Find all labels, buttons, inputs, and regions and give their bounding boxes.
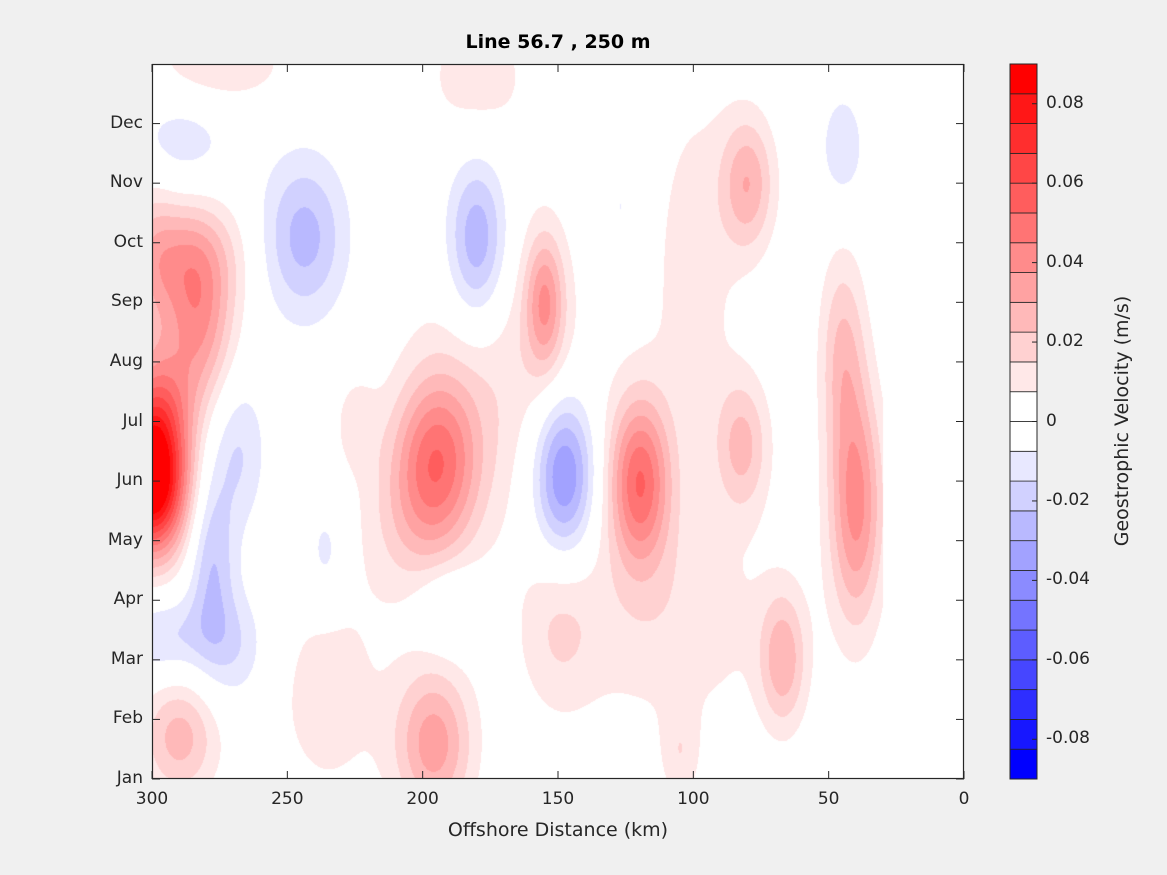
- colorbar-tick-label: 0.04: [1046, 251, 1084, 272]
- colorbar-cell: [1009, 450, 1038, 482]
- x-tick-label: 300: [135, 789, 169, 809]
- contour-field: [152, 64, 964, 779]
- colorbar-cell: [1009, 361, 1038, 393]
- colorbar-ticks: [1032, 103, 1037, 740]
- colorbar-tick-label: 0: [1046, 410, 1057, 431]
- colorbar-tick-label: -0.02: [1046, 489, 1090, 510]
- y-tick-label: Nov: [109, 172, 143, 193]
- colorbar-cell: [1009, 301, 1038, 333]
- colorbar-tick-label: 0.06: [1046, 172, 1084, 193]
- colorbar-cell: [1009, 182, 1038, 214]
- colorbar-cell: [1009, 689, 1038, 720]
- x-axis-label: Offshore Distance (km): [447, 819, 669, 841]
- x-tick-label: 100: [677, 789, 710, 809]
- axes-box: [151, 63, 965, 780]
- colorbar-cell: [1009, 748, 1038, 780]
- y-tick-label: Aug: [109, 350, 143, 371]
- colorbar-tick-label: 0.02: [1046, 331, 1084, 352]
- colorbar-cell: [1009, 331, 1038, 363]
- colorbar-cell: [1009, 93, 1038, 124]
- x-tick-label: 0: [958, 789, 970, 809]
- colorbar-cell: [1009, 242, 1038, 273]
- colorbar-cell: [1009, 421, 1038, 452]
- colorbar-cell: [1009, 510, 1038, 542]
- y-tick-label: Dec: [110, 112, 143, 133]
- y-tick-label: Jul: [122, 410, 143, 431]
- colorbar-cell: [1009, 212, 1038, 244]
- y-tick-label: May: [107, 529, 143, 550]
- colorbar-cell: [1009, 63, 1038, 95]
- y-tick-label: Oct: [113, 231, 143, 252]
- y-tick-label: Sep: [110, 291, 143, 312]
- colorbar-cell: [1009, 540, 1038, 571]
- colorbar-tick-label: -0.04: [1046, 569, 1090, 590]
- y-tick-label: Apr: [113, 589, 143, 610]
- colorbar-cell: [1009, 659, 1038, 691]
- colorbar-cell: [1009, 480, 1038, 512]
- colorbar-tick-label: -0.08: [1046, 728, 1090, 749]
- colorbar-tick-label: -0.06: [1046, 648, 1090, 669]
- x-axis-ticks: [151, 64, 965, 779]
- colorbar-cell: [1009, 152, 1038, 184]
- y-axis-ticks: [152, 123, 964, 780]
- axes-frame: [151, 63, 965, 780]
- y-tick-label: Mar: [110, 648, 143, 669]
- colorbar-cell: [1009, 719, 1038, 750]
- colorbar-cell: [1009, 629, 1038, 661]
- colorbar-cell: [1009, 599, 1038, 631]
- colorbar-cell: [1009, 272, 1038, 303]
- x-tick-label: 250: [271, 789, 304, 809]
- colorbar-cell: [1009, 391, 1038, 422]
- y-tick-label: Jun: [116, 470, 143, 491]
- chart-title: Line 56.7 , 250 m: [465, 31, 651, 53]
- colorbar-label: Geostrophic Velocity (m/s): [1111, 295, 1133, 547]
- colorbar-cell: [1009, 123, 1038, 154]
- x-tick-label: 150: [541, 789, 575, 809]
- x-tick-label: 200: [406, 789, 439, 809]
- colorbar: [1009, 63, 1038, 780]
- colorbar-cell: [1009, 570, 1038, 601]
- x-tick-label: 50: [817, 789, 840, 809]
- y-tick-label: Jan: [116, 768, 143, 788]
- y-tick-label: Feb: [112, 708, 143, 729]
- colorbar-tick-label: 0.08: [1046, 92, 1084, 113]
